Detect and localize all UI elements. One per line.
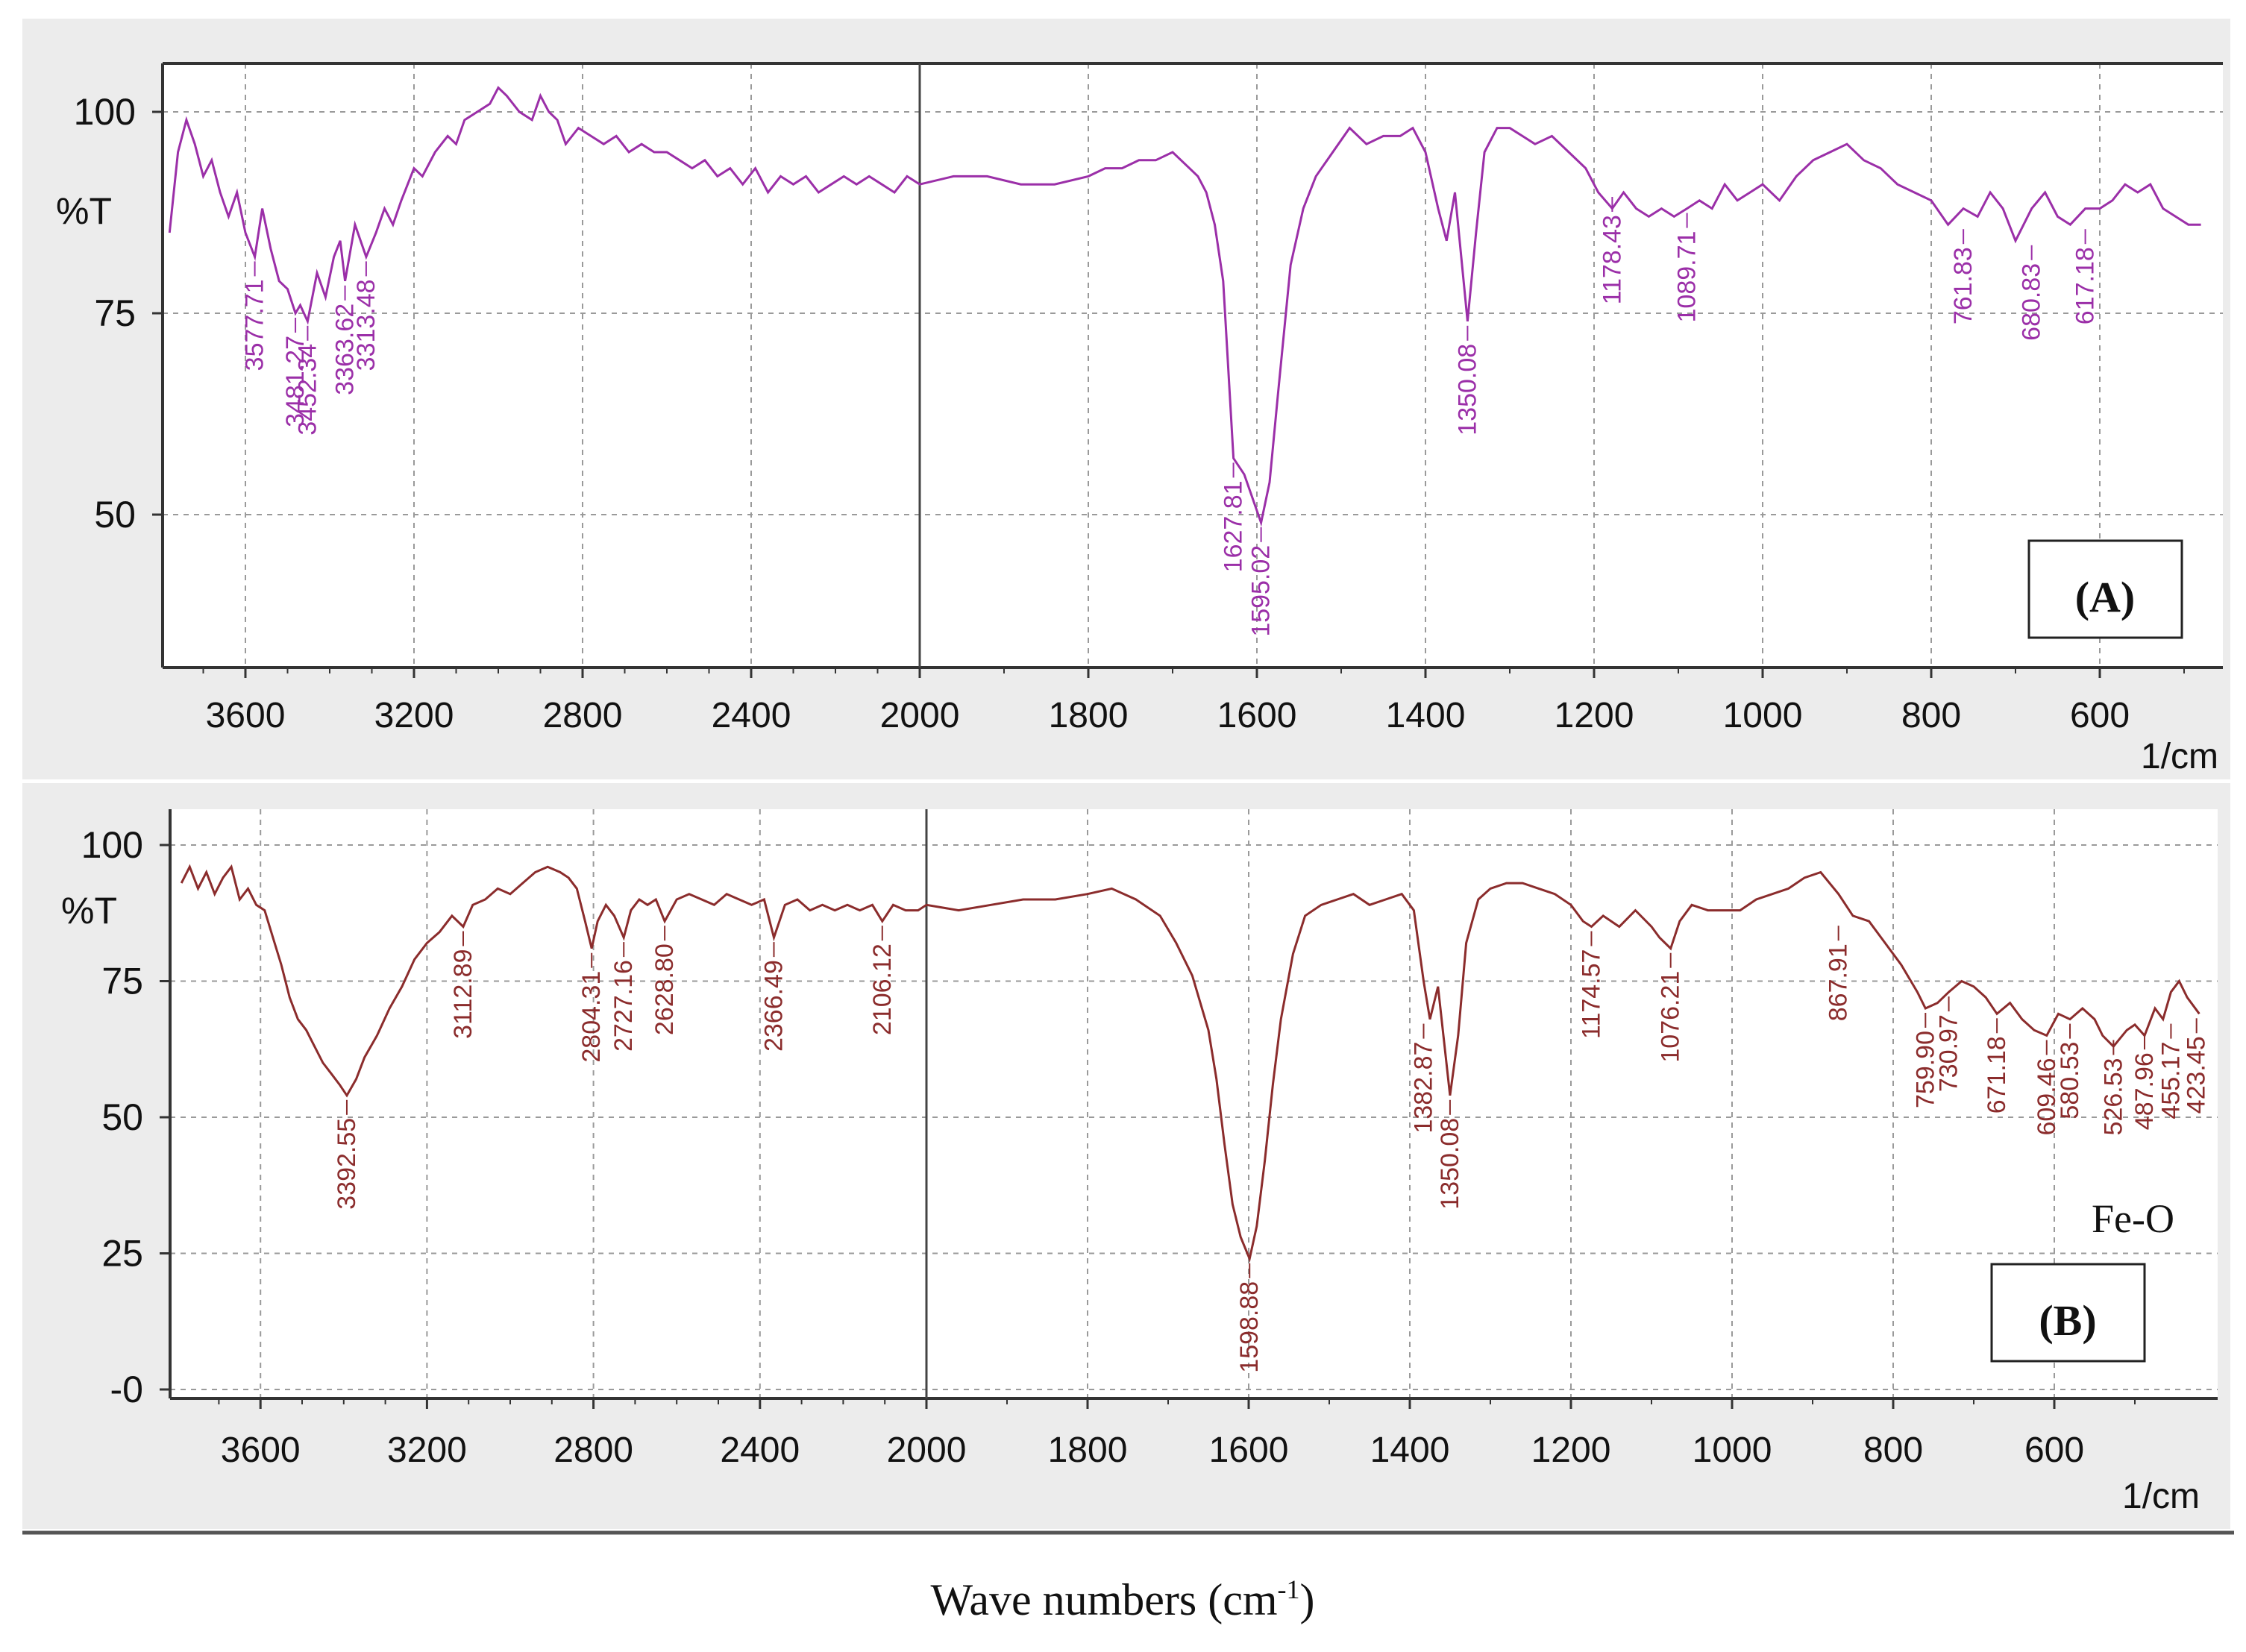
panel-a-tag: (A) (2075, 573, 2136, 621)
panel-b-tag: (B) (2039, 1296, 2096, 1345)
panel-b-peak-labels: 3392.55 3112.89 2804.31 2727.16 2628.80 2366.… (333, 926, 2211, 1373)
peak-label: 2366.49 (760, 960, 788, 1052)
x-tick-label: 600 (2070, 696, 2130, 735)
peak-label: 2727.16 (609, 960, 638, 1052)
peak-label: 1174.57 (1578, 949, 1606, 1039)
x-tick-label: 2400 (720, 1430, 800, 1470)
panel-a-x-unit-label: 1/cm (2141, 737, 2218, 776)
panel-a-spectrum-line (168, 86, 2201, 527)
panel-b-tag-box (1990, 1263, 2146, 1363)
panel-b-grid (170, 809, 2218, 1398)
peak-label: 580.53 (2056, 1042, 2084, 1119)
peak-label: 3577.71 (241, 279, 269, 371)
y-tick-label: 75 (94, 292, 136, 334)
x-tick-label: 1600 (1217, 696, 1297, 735)
x-tick-label: 2000 (880, 696, 960, 735)
panel-a-ticks: 3600 3200 2800 2400 2000 1800 1600 1400 1200 1000… (74, 91, 2185, 735)
peak-label: 526.53 (2099, 1058, 2127, 1135)
x-tick-label: 800 (1901, 696, 1961, 735)
y-tick-label: 100 (81, 824, 143, 866)
y-tick-label: 100 (74, 91, 136, 133)
peak-label: 3313.48 (352, 279, 380, 371)
x-tick-label: 1200 (1531, 1430, 1611, 1470)
peak-label: 1598.88 (1235, 1281, 1264, 1373)
x-tick-label: 1400 (1386, 696, 1466, 735)
peak-label: 1627.81 (1220, 480, 1248, 572)
x-tick-label: 2000 (887, 1430, 967, 1470)
peak-label: 487.96 (2130, 1052, 2159, 1130)
x-tick-label: 3600 (206, 696, 286, 735)
peak-label: 3363.62 (331, 304, 360, 395)
panel-a-tag-box (2027, 539, 2183, 639)
peak-label: 3112.89 (449, 949, 477, 1038)
x-tick-label: 1400 (1370, 1430, 1450, 1470)
x-tick-label: 3200 (387, 1430, 467, 1470)
y-tick-label: 75 (101, 961, 143, 1002)
peak-label: 455.17 (2156, 1042, 2185, 1119)
peak-label: 423.45 (2183, 1036, 2211, 1114)
peak-label: 3481.27 (281, 336, 310, 427)
y-tick-label: 50 (101, 1096, 143, 1138)
y-tick-label: -0 (110, 1369, 143, 1410)
panel-b-ticks: 3600 3200 2800 2400 2000 1800 1600 1400 1200 1000… (81, 824, 2136, 1470)
peak-label: 2628.80 (650, 943, 679, 1035)
peak-label: 617.18 (2071, 247, 2100, 324)
x-tick-label: 1800 (1048, 1430, 1128, 1470)
peak-label: 1089.71 (1673, 231, 1701, 323)
panel-b-annotation: Fe-O (2092, 1196, 2174, 1241)
x-tick-label: 1000 (1693, 1430, 1772, 1470)
peak-label: 680.83 (2018, 263, 2046, 341)
x-tick-label: 1800 (1049, 696, 1129, 735)
peak-label: 759.90 (1911, 1031, 1939, 1108)
peak-label: 1595.02 (1247, 545, 1276, 637)
x-tick-label: 1200 (1555, 696, 1634, 735)
x-tick-label: 3200 (374, 696, 454, 735)
peak-label: 1178.43 (1598, 215, 1626, 304)
peak-label: 609.46 (2033, 1058, 2061, 1136)
x-tick-label: 2400 (712, 696, 791, 735)
figure-caption: Wave numbers (cm-1) (931, 1574, 1315, 1624)
peak-label: 3452.34 (293, 344, 321, 436)
peak-label: 867.91 (1825, 943, 1853, 1021)
peak-label: 1382.87 (1410, 1042, 1438, 1134)
peak-label: 1076.21 (1657, 971, 1685, 1063)
x-tick-label: 2800 (553, 1430, 633, 1470)
peak-label: 761.83 (1949, 247, 1977, 324)
panel-b-spectrum-line (180, 864, 2200, 1263)
peak-label: 1350.08 (1453, 344, 1481, 436)
peak-label: 2106.12 (868, 943, 897, 1035)
x-tick-label: 600 (2024, 1430, 2084, 1470)
y-tick-label: 25 (101, 1233, 143, 1275)
y-tick-label: 50 (94, 494, 136, 536)
peak-label: 3392.55 (333, 1118, 361, 1210)
x-tick-label: 3600 (221, 1430, 301, 1470)
x-tick-label: 1000 (1723, 696, 1803, 735)
panel-b-x-unit-label: 1/cm (2122, 1477, 2200, 1516)
x-tick-label: 1600 (1209, 1430, 1289, 1470)
peak-label: 1350.08 (1436, 1118, 1464, 1210)
peak-label: 730.97 (1935, 1014, 1963, 1092)
panel-b-y-label: %T (61, 890, 117, 932)
x-tick-label: 800 (1863, 1430, 1923, 1470)
peak-label: 671.18 (1983, 1036, 2011, 1114)
panel-b-plot-area (170, 809, 2218, 1398)
panel-a-plot-area (163, 63, 2223, 668)
peak-label: 2804.31 (577, 971, 606, 1063)
panel-a-y-label: %T (56, 190, 112, 232)
x-tick-label: 2800 (543, 696, 623, 735)
